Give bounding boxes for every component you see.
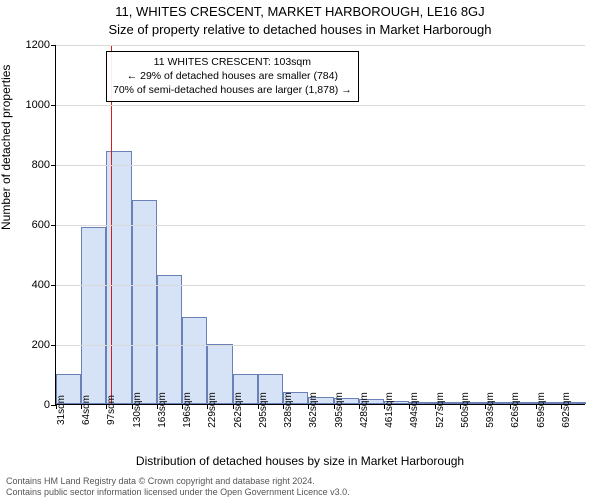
gridline bbox=[56, 285, 585, 286]
ytick-label: 1000 bbox=[26, 99, 50, 111]
xtick-label: 659sqm bbox=[536, 392, 547, 428]
histogram-bar bbox=[81, 227, 106, 404]
xtick-label: 163sqm bbox=[157, 392, 168, 428]
xtick-label: 461sqm bbox=[384, 392, 395, 428]
xtick-label: 196sqm bbox=[182, 392, 193, 428]
xtick-label: 64sqm bbox=[81, 395, 92, 425]
ytick-mark bbox=[51, 45, 56, 46]
callout-box: 11 WHITES CRESCENT: 103sqm ← 29% of deta… bbox=[106, 51, 359, 102]
callout-line-3: 70% of semi-detached houses are larger (… bbox=[113, 83, 352, 97]
gridline bbox=[56, 225, 585, 226]
gridline bbox=[56, 45, 585, 46]
footer-line-1: Contains HM Land Registry data © Crown c… bbox=[6, 476, 350, 487]
ytick-mark bbox=[51, 225, 56, 226]
xtick-label: 626sqm bbox=[510, 392, 521, 428]
chart-title: 11, WHITES CRESCENT, MARKET HARBOROUGH, … bbox=[0, 4, 600, 19]
histogram-bar bbox=[132, 200, 157, 404]
ytick-label: 0 bbox=[44, 399, 50, 411]
y-axis-label: Number of detached properties bbox=[0, 65, 13, 230]
footer-line-2: Contains public sector information licen… bbox=[6, 487, 350, 498]
xtick-label: 560sqm bbox=[460, 392, 471, 428]
ytick-label: 800 bbox=[32, 159, 50, 171]
xtick-label: 362sqm bbox=[308, 392, 319, 428]
histogram-bar bbox=[182, 317, 207, 404]
xtick-label: 130sqm bbox=[132, 392, 143, 428]
xtick-label: 494sqm bbox=[409, 392, 420, 428]
xtick-label: 692sqm bbox=[561, 392, 572, 428]
ytick-mark bbox=[51, 345, 56, 346]
x-axis-label: Distribution of detached houses by size … bbox=[0, 454, 600, 468]
xtick-label: 328sqm bbox=[283, 392, 294, 428]
ytick-label: 400 bbox=[32, 279, 50, 291]
ytick-label: 200 bbox=[32, 339, 50, 351]
ytick-mark bbox=[51, 105, 56, 106]
ytick-label: 1200 bbox=[26, 39, 50, 51]
chart-container: 11, WHITES CRESCENT, MARKET HARBOROUGH, … bbox=[0, 0, 600, 500]
xtick-label: 395sqm bbox=[334, 392, 345, 428]
ytick-mark bbox=[51, 285, 56, 286]
ytick-mark bbox=[51, 165, 56, 166]
xtick-label: 97sqm bbox=[106, 395, 117, 425]
xtick-label: 262sqm bbox=[233, 392, 244, 428]
xtick-label: 31sqm bbox=[56, 395, 67, 425]
callout-line-2: ← 29% of detached houses are smaller (78… bbox=[113, 69, 352, 83]
xtick-label: 295sqm bbox=[258, 392, 269, 428]
footer-attribution: Contains HM Land Registry data © Crown c… bbox=[6, 476, 350, 499]
gridline bbox=[56, 345, 585, 346]
histogram-bar bbox=[157, 275, 182, 404]
gridline bbox=[56, 165, 585, 166]
xtick-label: 428sqm bbox=[359, 392, 370, 428]
xtick-label: 229sqm bbox=[207, 392, 218, 428]
xtick-label: 593sqm bbox=[485, 392, 496, 428]
callout-line-1: 11 WHITES CRESCENT: 103sqm bbox=[113, 55, 352, 69]
gridline bbox=[56, 105, 585, 106]
plot-area: 11 WHITES CRESCENT: 103sqm ← 29% of deta… bbox=[55, 45, 585, 405]
ytick-label: 600 bbox=[32, 219, 50, 231]
chart-subtitle: Size of property relative to detached ho… bbox=[0, 22, 600, 37]
xtick-label: 527sqm bbox=[435, 392, 446, 428]
